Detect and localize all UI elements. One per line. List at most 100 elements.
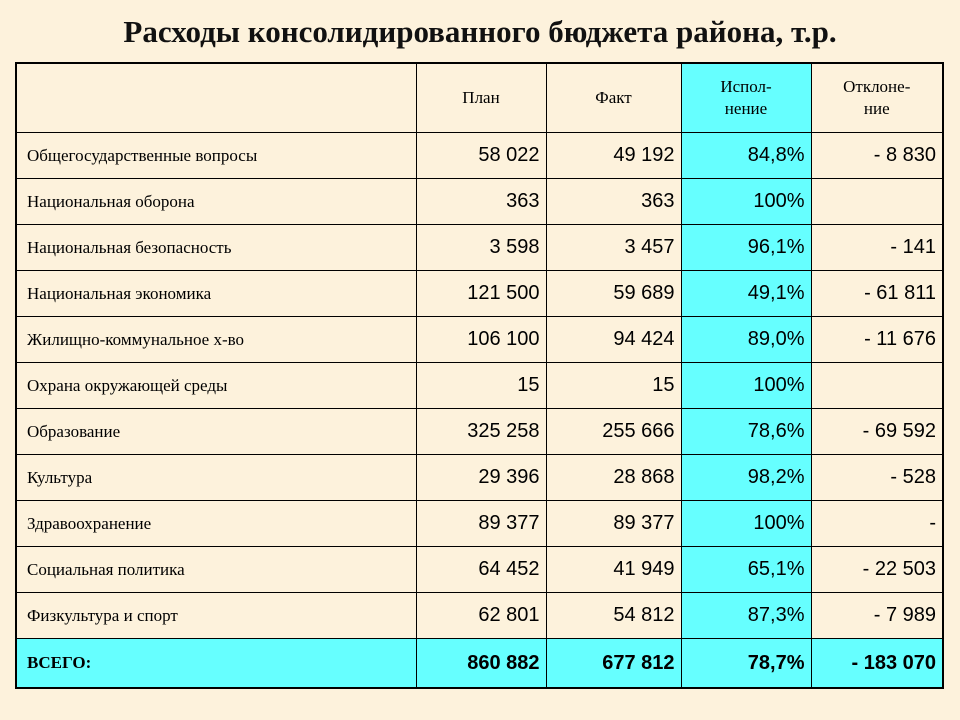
value-text: - 11 676 bbox=[864, 328, 936, 350]
value-cell: 41 949 bbox=[545, 546, 682, 593]
label-cell: Национальная экономика bbox=[15, 270, 417, 317]
value-cell: 29 396 bbox=[415, 454, 547, 501]
label-text: Жилищно-коммунальное х-во bbox=[27, 329, 245, 349]
value-text: 96,1% bbox=[747, 236, 805, 258]
value-text: 100% bbox=[753, 512, 805, 534]
label-cell: Образование bbox=[15, 408, 417, 455]
value-cell: 78,7% bbox=[680, 638, 812, 689]
value-text: 87,3% bbox=[747, 604, 805, 626]
value-text: 65,1% bbox=[747, 558, 805, 580]
value-cell: 860 882 bbox=[415, 638, 547, 689]
value-text: 89 377 bbox=[478, 512, 540, 534]
value-text: - 22 503 bbox=[862, 558, 936, 580]
value-cell: 98,2% bbox=[680, 454, 812, 501]
value-text: 84,8% bbox=[747, 144, 805, 166]
value-text: 363 bbox=[506, 190, 540, 212]
value-cell: 59 689 bbox=[545, 270, 682, 317]
value-text: 15 bbox=[517, 374, 540, 396]
value-cell: 100% bbox=[680, 500, 812, 547]
label-cell: Жилищно-коммунальное х-во bbox=[15, 316, 417, 363]
value-text: 98,2% bbox=[747, 466, 805, 488]
value-text: 860 882 bbox=[467, 651, 540, 674]
value-cell: 89,0% bbox=[680, 316, 812, 363]
label-cell: Охрана окружающей среды bbox=[15, 362, 417, 409]
row: Национальная безопасность 3 598 3 457 96,1%… bbox=[15, 224, 944, 271]
value-text: 49,1% bbox=[747, 282, 805, 304]
label-cell: Национальная безопасность bbox=[15, 224, 417, 271]
value-text: 89,0% bbox=[747, 328, 805, 350]
corner-cell bbox=[15, 62, 417, 133]
row: Национальная оборона 363 363 100% bbox=[15, 178, 944, 225]
value-text: 3 457 bbox=[624, 236, 675, 258]
value-text: - 69 592 bbox=[862, 420, 936, 442]
value-text: 3 598 bbox=[489, 236, 540, 258]
header-text: Факт bbox=[595, 88, 632, 107]
label-cell: Культура bbox=[15, 454, 417, 501]
header-text: План bbox=[462, 88, 500, 107]
value-text: - 7 989 bbox=[873, 604, 936, 626]
value-text: - 141 bbox=[890, 236, 936, 258]
label-text: Физкультура и спорт bbox=[27, 605, 178, 625]
label-cell: Здравоохранение bbox=[15, 500, 417, 547]
label-cell: ВСЕГО: bbox=[15, 638, 417, 689]
value-text: 100% bbox=[753, 190, 805, 212]
value-text: 54 812 bbox=[613, 604, 675, 626]
value-text: 62 801 bbox=[478, 604, 540, 626]
value-text: 100% bbox=[753, 374, 805, 396]
value-text: 106 100 bbox=[467, 328, 540, 350]
value-cell: - bbox=[810, 500, 944, 547]
value-text: 325 258 bbox=[467, 420, 540, 442]
value-cell: - 69 592 bbox=[810, 408, 944, 455]
header-cell: Факт bbox=[545, 62, 682, 133]
value-cell: - 183 070 bbox=[810, 638, 944, 689]
value-cell: 363 bbox=[545, 178, 682, 225]
header-cell: План bbox=[415, 62, 547, 133]
row: Здравоохранение 89 377 89 377 100% - bbox=[15, 500, 944, 547]
value-text: 78,7% bbox=[747, 651, 805, 674]
label-text: Национальная экономика bbox=[27, 283, 212, 303]
value-cell: 325 258 bbox=[415, 408, 547, 455]
header-text: Отклоне- bbox=[843, 77, 911, 96]
value-cell: - 7 989 bbox=[810, 592, 944, 639]
label-text: Культура bbox=[27, 467, 93, 487]
label-text: Образование bbox=[27, 421, 121, 441]
row: Социальная политика 64 452 41 949 65,1% - 22… bbox=[15, 546, 944, 593]
value-cell: 62 801 bbox=[415, 592, 547, 639]
value-cell: 15 bbox=[415, 362, 547, 409]
value-cell: 363 bbox=[415, 178, 547, 225]
value-cell: 100% bbox=[680, 362, 812, 409]
value-text: 121 500 bbox=[467, 282, 540, 304]
header-text: ние bbox=[863, 99, 890, 118]
header-cell: Испол-нение bbox=[680, 62, 812, 133]
value-cell: 121 500 bbox=[415, 270, 547, 317]
value-cell: 89 377 bbox=[545, 500, 682, 547]
value-cell: 255 666 bbox=[545, 408, 682, 455]
header-cell: Отклоне-ние bbox=[810, 62, 944, 133]
label-text: Национальная безопасность bbox=[27, 237, 232, 257]
row: Общегосударственные вопросы 58 022 49 192 8… bbox=[15, 132, 944, 179]
value-text: - 183 070 bbox=[851, 651, 936, 674]
value-cell: 65,1% bbox=[680, 546, 812, 593]
value-cell: - 11 676 bbox=[810, 316, 944, 363]
title: Расходы консолидированного бюджета район… bbox=[123, 14, 837, 49]
header-row: План Факт Испол-нение Отклоне-ние bbox=[15, 62, 944, 133]
value-text: 59 689 bbox=[613, 282, 675, 304]
value-cell: 54 812 bbox=[545, 592, 682, 639]
label-text: Здравоохранение bbox=[27, 513, 152, 533]
value-cell: 84,8% bbox=[680, 132, 812, 179]
value-text: - bbox=[929, 512, 936, 534]
value-cell: - 141 bbox=[810, 224, 944, 271]
value-cell: 87,3% bbox=[680, 592, 812, 639]
label-text: Социальная политика bbox=[27, 559, 185, 579]
value-text: 64 452 bbox=[478, 558, 540, 580]
label-cell: Физкультура и спорт bbox=[15, 592, 417, 639]
value-text: - 528 bbox=[890, 466, 936, 488]
value-text: 15 bbox=[652, 374, 675, 396]
value-cell: 49,1% bbox=[680, 270, 812, 317]
value-cell bbox=[810, 178, 944, 225]
label-text: Общегосударственные вопросы bbox=[27, 145, 258, 165]
row: Физкультура и спорт 62 801 54 812 87,3% - 7 … bbox=[15, 592, 944, 639]
value-cell: 58 022 bbox=[415, 132, 547, 179]
value-cell: 28 868 bbox=[545, 454, 682, 501]
value-cell: 3 598 bbox=[415, 224, 547, 271]
